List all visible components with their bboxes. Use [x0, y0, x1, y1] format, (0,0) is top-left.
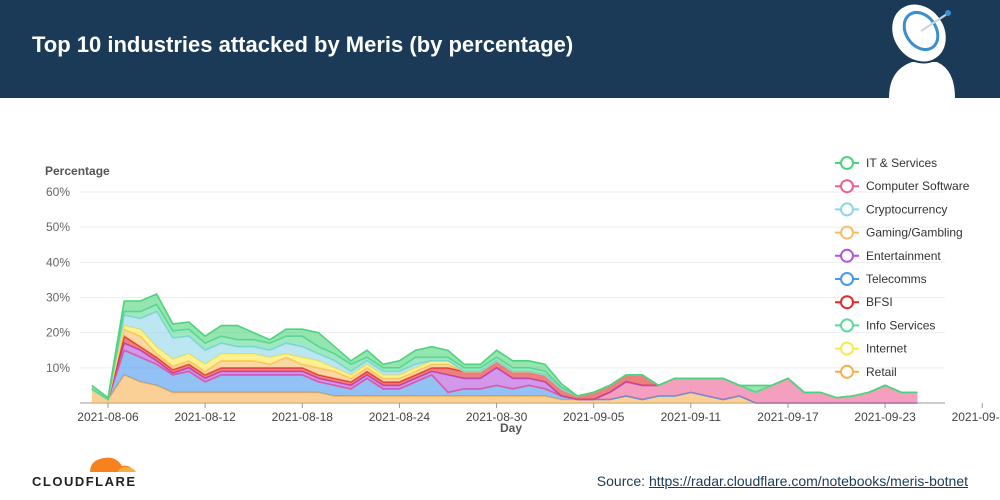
area-telecomms	[91, 350, 918, 403]
legend-marker-internet	[840, 341, 854, 356]
area-retail	[91, 374, 918, 403]
legend-label-internet: Internet	[866, 342, 907, 356]
source-label: Source:	[596, 473, 646, 489]
legend-marker-retail	[840, 364, 854, 379]
legend-marker-telecomms	[840, 272, 854, 286]
legend-marker-gaming-gambling	[840, 225, 854, 240]
legend-label-cryptocurrency: Cryptocurrency	[866, 202, 947, 216]
y-tick-label: 40%	[46, 255, 70, 269]
x-tick-label: 2021-08-30	[466, 410, 528, 424]
header-banner: Top 10 industries attacked by Meris (by …	[0, 0, 1000, 98]
x-tick-label: 2021-09-29	[952, 410, 1000, 424]
legend-label-bfsi: BFSI	[866, 295, 893, 309]
legend-marker-entertainment	[840, 248, 854, 263]
y-tick-label: 20%	[46, 326, 70, 340]
area-gaming-gambling	[91, 329, 918, 400]
x-tick-label: 2021-08-12	[174, 410, 236, 424]
x-axis-label: Day	[500, 421, 522, 435]
y-tick-label: 50%	[46, 220, 70, 234]
y-tick-label: 30%	[46, 291, 70, 305]
legend-marker-cryptocurrency	[840, 202, 854, 217]
chart-title: Top 10 industries attacked by Meris (by …	[32, 32, 574, 57]
x-tick-label: 2021-09-11	[661, 410, 722, 424]
legend-marker-computer-software	[840, 179, 854, 194]
legend-marker-it-services	[840, 156, 854, 170]
cloudflare-logo-text: CLOUDFLARE	[32, 474, 137, 489]
y-tick-label: 60%	[46, 185, 70, 199]
x-tick-label: 2021-09-17	[757, 410, 819, 424]
area-bfsi	[91, 336, 918, 400]
legend-marker-bfsi	[840, 295, 854, 310]
x-tick-label: 2021-09-23	[854, 410, 916, 424]
legend-label-entertainment: Entertainment	[866, 249, 941, 263]
legend-label-it-services: IT & Services	[866, 156, 937, 170]
legend-label-info-services: Info Services	[866, 318, 935, 332]
area-computer-software	[91, 350, 918, 403]
legend-label-telecomms: Telecomms	[866, 272, 927, 286]
legend-label-retail: Retail	[866, 365, 897, 379]
source-citation: Source: https://radar.cloudflare.com/not…	[597, 473, 968, 489]
x-tick-label: 2021-08-18	[272, 410, 334, 424]
satellite-dish-icon	[889, 2, 955, 98]
y-axis-label: Percentage	[45, 164, 110, 178]
x-tick-label: 2021-09-05	[563, 410, 625, 424]
source-link[interactable]: https://radar.cloudflare.com/notebooks/m…	[648, 473, 968, 489]
legend-label-gaming-gambling: Gaming/Gambling	[866, 226, 963, 240]
cloudflare-logo-icon	[90, 457, 136, 472]
legend-label-computer-software: Computer Software	[866, 179, 970, 193]
x-tick-label: 2021-08-06	[77, 410, 139, 424]
stacked-area-chart: Percentage 10% 20% 30% 40% 50% 60% 2021-08-06 20…	[45, 156, 1000, 435]
x-tick-label: 2021-08-24	[369, 410, 431, 424]
legend-marker-info-services	[840, 318, 854, 333]
y-tick-label: 10%	[46, 361, 70, 375]
line-it-services	[91, 292, 918, 400]
